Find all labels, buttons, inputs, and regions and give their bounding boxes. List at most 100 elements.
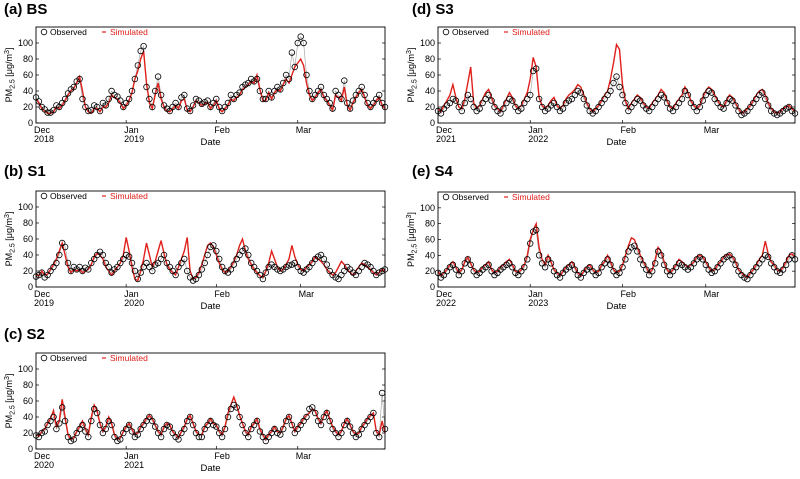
observed-point [675, 99, 683, 107]
observed-point [509, 97, 516, 104]
observed-point [44, 109, 51, 116]
observed-point [577, 89, 584, 96]
observed-point [509, 264, 516, 271]
y-tick-label: 20 [23, 102, 33, 112]
observed-point [221, 267, 229, 275]
observed-point [213, 247, 220, 255]
observed-point [744, 107, 751, 115]
y-tick-label: 60 [23, 234, 33, 244]
observed-point [253, 75, 261, 83]
observed-point [128, 87, 136, 95]
observed-point [583, 102, 590, 109]
observed-point [637, 256, 644, 263]
observed-point [297, 33, 304, 40]
observed-point [230, 261, 237, 268]
observed-point [125, 253, 133, 260]
observed-point [497, 110, 504, 117]
observed-point [696, 103, 703, 111]
observed-point [117, 259, 124, 267]
observed-point [204, 97, 211, 104]
observed-point [108, 421, 115, 429]
observed-point [312, 409, 319, 417]
x-tick-label: Mar [704, 289, 720, 299]
observed-point [245, 251, 252, 259]
y-tick-label: 60 [23, 396, 33, 406]
panel-title: (a) BS [4, 1, 47, 18]
observed-point [361, 91, 368, 99]
x-tick-year: 2023 [528, 298, 548, 308]
observed-point [175, 103, 182, 111]
observed-point [452, 266, 460, 273]
observed-point [663, 99, 671, 107]
observed-point [134, 62, 141, 69]
observed-point [699, 256, 706, 263]
y-axis-label-part: 3 [4, 214, 11, 218]
observed-point [672, 103, 680, 111]
observed-point [482, 95, 489, 103]
observed-point [131, 267, 139, 275]
observed-point [479, 99, 486, 107]
x-tick-year: 2022 [528, 134, 548, 144]
observed-point [518, 268, 525, 275]
observed-point [485, 261, 492, 268]
y-axis-label: PM2.5 [μg/m3] [4, 48, 17, 103]
observed-point [518, 105, 525, 112]
observed-point [553, 103, 561, 111]
observed-point [181, 91, 188, 99]
observed-point [729, 97, 736, 104]
x-tick-year: 2020 [124, 298, 144, 308]
y-tick-label: 0 [430, 282, 435, 292]
observed-point [47, 267, 54, 275]
y-tick-label: 40 [23, 86, 33, 96]
legend-simulated-label: Simulated [110, 353, 148, 363]
observed-point [785, 256, 793, 263]
y-tick-label: 0 [28, 444, 33, 454]
observed-point [102, 102, 109, 109]
observed-point [530, 228, 537, 235]
observed-point [702, 261, 709, 268]
observed-point [134, 431, 141, 438]
observed-point [464, 256, 471, 263]
observed-point [213, 95, 220, 103]
observed-point [652, 260, 659, 267]
observed-point [268, 94, 275, 101]
observed-point [303, 71, 310, 79]
observed-point [616, 83, 623, 91]
observed-point [753, 95, 760, 103]
observed-point [726, 252, 733, 259]
y-tick-label: 100 [420, 38, 435, 48]
y-axis-label-part: PM [4, 253, 14, 267]
observed-point [750, 268, 757, 275]
observed-point [756, 260, 763, 267]
y-axis-label-part: PM [4, 89, 14, 103]
y-tick-label: 20 [23, 266, 33, 276]
observed-point [338, 95, 345, 103]
legend-simulated-label: Simulated [512, 27, 550, 37]
observed-point [773, 268, 781, 275]
observed-point [625, 248, 632, 255]
observed-point [779, 266, 787, 273]
observed-point [224, 413, 232, 421]
observed-point [277, 86, 284, 93]
observed-point [361, 259, 368, 267]
observed-point [714, 99, 721, 107]
plot-frame [437, 191, 796, 288]
simulated-series-line [35, 236, 386, 282]
observed-point [467, 261, 474, 268]
observed-point [125, 421, 133, 429]
observed-point [215, 255, 223, 263]
y-axis-label: PM2.5 [μg/m3] [4, 212, 17, 267]
observed-point [346, 423, 354, 430]
observed-point [317, 83, 325, 91]
observed-point [773, 111, 781, 119]
legend-simulated-label: Simulated [110, 191, 148, 201]
observed-point [628, 244, 635, 251]
observed-point [607, 261, 614, 268]
legend-simulated-label: Simulated [110, 27, 148, 37]
observed-point [175, 436, 182, 443]
observed-series-line [437, 229, 796, 280]
x-tick-label: Jan [528, 125, 543, 135]
observed-point [317, 421, 325, 429]
observed-point [750, 99, 757, 107]
